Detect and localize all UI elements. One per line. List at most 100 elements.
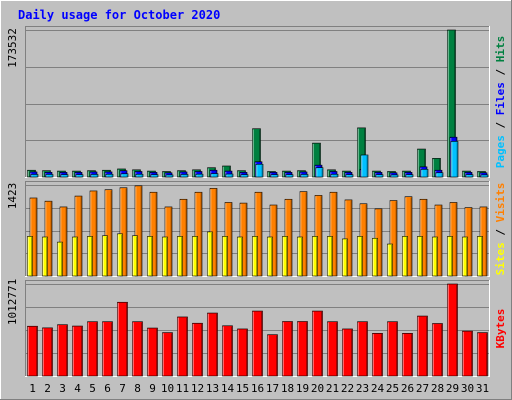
sites-bar bbox=[477, 236, 483, 277]
sites-bar bbox=[282, 236, 288, 277]
day-13-bars bbox=[207, 167, 219, 178]
pages-bar bbox=[60, 174, 69, 178]
kbytes-bar bbox=[312, 310, 323, 377]
day-11-bars bbox=[177, 316, 188, 377]
day-17-bars bbox=[267, 334, 278, 377]
kbytes-bar bbox=[207, 312, 218, 377]
kbytes-bar bbox=[387, 321, 398, 377]
day-31-bars bbox=[477, 206, 488, 277]
day-4-bars bbox=[72, 170, 84, 178]
day-29-bars bbox=[447, 283, 458, 377]
x-tick-label: 3 bbox=[59, 382, 66, 395]
sites-bar bbox=[192, 236, 198, 277]
day-30-bars bbox=[462, 207, 473, 277]
day-30-bars bbox=[462, 330, 473, 377]
kbytes-bar bbox=[357, 321, 368, 377]
kbytes-bar bbox=[147, 327, 158, 377]
day-31-bars bbox=[477, 171, 489, 178]
sites-bar bbox=[297, 236, 303, 277]
sites-bar bbox=[357, 236, 363, 277]
kbytes-bar bbox=[177, 316, 188, 377]
day-6-bars bbox=[102, 321, 113, 377]
kbytes-bar bbox=[297, 321, 308, 377]
sites-bar bbox=[252, 236, 258, 277]
sites-bar bbox=[102, 235, 108, 277]
pages-bar bbox=[75, 174, 84, 178]
day-24-bars bbox=[372, 208, 383, 277]
kbytes-bar bbox=[132, 321, 143, 377]
legend-separator: / bbox=[494, 62, 507, 82]
pages-bar bbox=[105, 173, 114, 178]
day-5-bars bbox=[87, 321, 98, 377]
day-22-bars bbox=[342, 328, 353, 377]
x-tick-label: 15 bbox=[236, 382, 249, 395]
day-11-bars bbox=[177, 170, 189, 178]
x-tick-label: 22 bbox=[341, 382, 354, 395]
day-3-bars bbox=[57, 170, 69, 178]
x-tick-label: 6 bbox=[104, 382, 111, 395]
day-25-bars bbox=[387, 321, 398, 377]
x-tick-label: 2 bbox=[44, 382, 51, 395]
day-23-bars bbox=[357, 203, 368, 277]
panel-1: 173532 Pages / Files / Hits bbox=[6, 26, 507, 178]
day-2-bars bbox=[42, 200, 53, 277]
day-2-bars bbox=[42, 170, 54, 178]
pages-bar bbox=[180, 174, 189, 178]
day-25-bars bbox=[387, 200, 398, 277]
sites-bar bbox=[462, 236, 468, 277]
day-29-bars bbox=[447, 29, 459, 178]
day-4-bars bbox=[72, 325, 83, 377]
pages-bar bbox=[435, 172, 444, 178]
sites-bar bbox=[222, 236, 228, 277]
x-tick-label: 28 bbox=[431, 382, 444, 395]
day-12-bars bbox=[192, 322, 203, 377]
x-tick-label: 1 bbox=[29, 382, 36, 395]
pages-bar bbox=[90, 174, 99, 178]
panel-3-legend: KBytes bbox=[494, 309, 507, 349]
day-20-bars bbox=[312, 142, 324, 178]
day-5-bars bbox=[87, 190, 98, 277]
x-tick-label: 4 bbox=[74, 382, 81, 395]
x-tick-label: 21 bbox=[326, 382, 339, 395]
pages-bar bbox=[360, 154, 369, 178]
day-13-bars bbox=[207, 312, 218, 377]
legend-kbytes: KBytes bbox=[494, 309, 507, 349]
kbytes-bar bbox=[477, 332, 488, 377]
x-tick-label: 11 bbox=[176, 382, 189, 395]
day-22-bars bbox=[342, 199, 353, 277]
x-tick-labels: 1 2 3 4 5 6 7 8 9 10 11 12 13 14 15 16 17 18 19 20 21 22 23 24 2… bbox=[29, 382, 489, 395]
sites-bar bbox=[162, 236, 168, 277]
day-16-bars bbox=[252, 191, 263, 277]
day-2-bars bbox=[42, 327, 53, 377]
kbytes-bar bbox=[402, 333, 413, 377]
x-tick-label: 5 bbox=[89, 382, 96, 395]
sites-bar bbox=[72, 236, 78, 277]
sites-bar bbox=[27, 236, 33, 277]
pages-bar bbox=[300, 174, 309, 178]
panel-3-bars bbox=[27, 283, 488, 377]
x-tick-label: 7 bbox=[119, 382, 126, 395]
panel-3: 1012771 KBytes bbox=[6, 279, 507, 377]
chart-panels: 173532 Pages / Files / Hits 1423 Sites / Vi… bbox=[6, 26, 507, 377]
day-6-bars bbox=[102, 189, 113, 277]
day-13-bars bbox=[207, 188, 218, 277]
kbytes-bar bbox=[27, 325, 38, 377]
x-tick-label: 23 bbox=[356, 382, 369, 395]
day-15-bars bbox=[237, 170, 249, 178]
day-18-bars bbox=[282, 321, 293, 377]
pages-bar bbox=[390, 174, 399, 178]
day-14-bars bbox=[222, 325, 233, 377]
panel-2-legend: Sites / Visits bbox=[494, 183, 507, 276]
day-20-bars bbox=[312, 195, 323, 277]
pages-bar bbox=[150, 174, 159, 178]
x-tick-label: 18 bbox=[281, 382, 294, 395]
kbytes-bar bbox=[447, 283, 458, 377]
x-tick-label: 27 bbox=[416, 382, 429, 395]
pages-bar bbox=[450, 141, 459, 178]
legend-hits: Hits bbox=[494, 36, 507, 63]
day-8-bars bbox=[132, 169, 144, 178]
day-1-bars bbox=[27, 325, 38, 377]
sites-bar bbox=[417, 236, 423, 277]
day-26-bars bbox=[402, 170, 414, 178]
